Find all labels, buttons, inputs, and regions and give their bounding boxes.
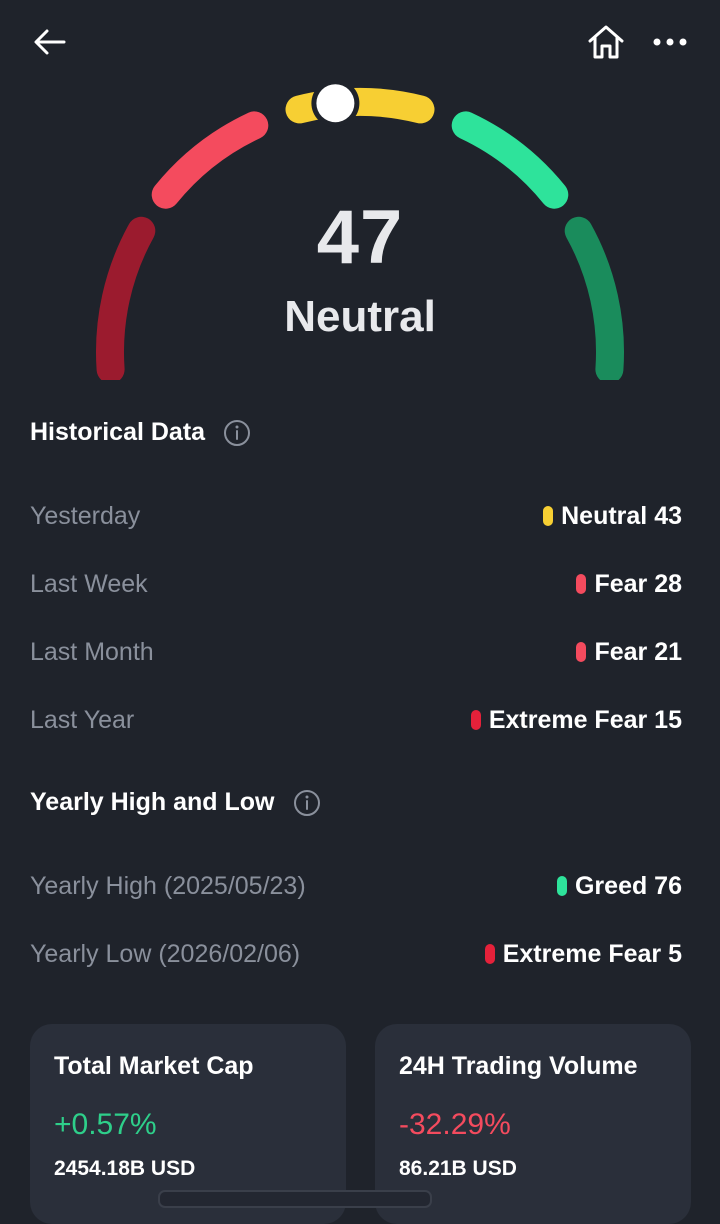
historical-row-last-month: Last Month Fear 21 bbox=[30, 632, 682, 672]
gauge-label: Neutral bbox=[284, 292, 436, 341]
gauge-segment-fear bbox=[151, 111, 269, 209]
home-button[interactable] bbox=[582, 20, 630, 64]
gauge-arc bbox=[96, 80, 624, 380]
gauge-value: 47 bbox=[316, 195, 404, 280]
yearly-high-low-title: Yearly High and Low bbox=[30, 788, 321, 817]
row-value: Extreme Fear 5 bbox=[484, 939, 682, 969]
home-icon bbox=[588, 25, 624, 59]
yearly-high-low-heading: Yearly High and Low bbox=[30, 788, 275, 816]
top-bar bbox=[0, 0, 720, 84]
status-indicator bbox=[543, 506, 554, 526]
row-value-text: Neutral 43 bbox=[561, 501, 682, 530]
more-options-button[interactable] bbox=[646, 20, 694, 64]
historical-data-title: Historical Data bbox=[30, 418, 251, 447]
card-amount: 86.21B USD bbox=[399, 1157, 517, 1180]
row-label: Last Month bbox=[30, 637, 154, 666]
status-indicator bbox=[470, 710, 481, 730]
status-indicator bbox=[576, 642, 587, 662]
row-value-text: Fear 28 bbox=[594, 569, 682, 598]
info-icon[interactable] bbox=[293, 789, 321, 817]
row-value: Extreme Fear 15 bbox=[470, 705, 682, 735]
card-change: -32.29% bbox=[399, 1108, 511, 1141]
historical-row-last-week: Last Week Fear 28 bbox=[30, 564, 682, 604]
historical-row-yesterday: Yesterday Neutral 43 bbox=[30, 496, 682, 536]
card-title: 24H Trading Volume bbox=[399, 1052, 638, 1080]
row-label: Yearly Low (2026/02/06) bbox=[30, 939, 301, 968]
card-change: +0.57% bbox=[54, 1108, 157, 1141]
row-value-text: Greed 76 bbox=[574, 871, 682, 900]
row-value: Fear 21 bbox=[576, 638, 682, 667]
fear-greed-gauge: 47 Neutral bbox=[0, 80, 720, 380]
row-label: Last Year bbox=[30, 705, 135, 734]
card-title: Total Market Cap bbox=[54, 1052, 254, 1080]
gauge-indicator bbox=[316, 84, 355, 123]
info-icon[interactable] bbox=[223, 419, 251, 447]
back-button[interactable] bbox=[26, 20, 74, 64]
row-value-text: Extreme Fear 15 bbox=[488, 705, 682, 734]
row-value: Fear 28 bbox=[576, 570, 682, 599]
arrow-left-icon bbox=[34, 29, 66, 55]
gauge-segment-greed bbox=[451, 111, 569, 209]
gauge-segment-extreme-greed bbox=[564, 216, 624, 380]
historical-data-heading: Historical Data bbox=[30, 418, 206, 446]
home-indicator bbox=[158, 1190, 432, 1208]
more-horizontal-icon bbox=[653, 38, 687, 46]
gauge-segment-neutral bbox=[285, 87, 435, 124]
status-indicator bbox=[556, 876, 567, 896]
row-label: Yesterday bbox=[30, 501, 141, 530]
historical-row-last-year: Last Year Extreme Fear 15 bbox=[30, 700, 682, 740]
gauge-segment-extreme-fear bbox=[96, 216, 156, 380]
row-value: Neutral 43 bbox=[543, 502, 682, 531]
row-label: Yearly High (2025/05/23) bbox=[30, 871, 306, 900]
yearly-row-low: Yearly Low (2026/02/06) Extreme Fear 5 bbox=[30, 934, 682, 974]
row-value-text: Fear 21 bbox=[594, 637, 682, 666]
status-indicator bbox=[576, 574, 587, 594]
card-amount: 2454.18B USD bbox=[54, 1157, 196, 1180]
row-value: Greed 76 bbox=[556, 871, 682, 901]
row-value-text: Extreme Fear 5 bbox=[502, 939, 682, 968]
yearly-row-high: Yearly High (2025/05/23) Greed 76 bbox=[30, 866, 682, 906]
row-label: Last Week bbox=[30, 569, 148, 598]
status-indicator bbox=[484, 944, 495, 964]
